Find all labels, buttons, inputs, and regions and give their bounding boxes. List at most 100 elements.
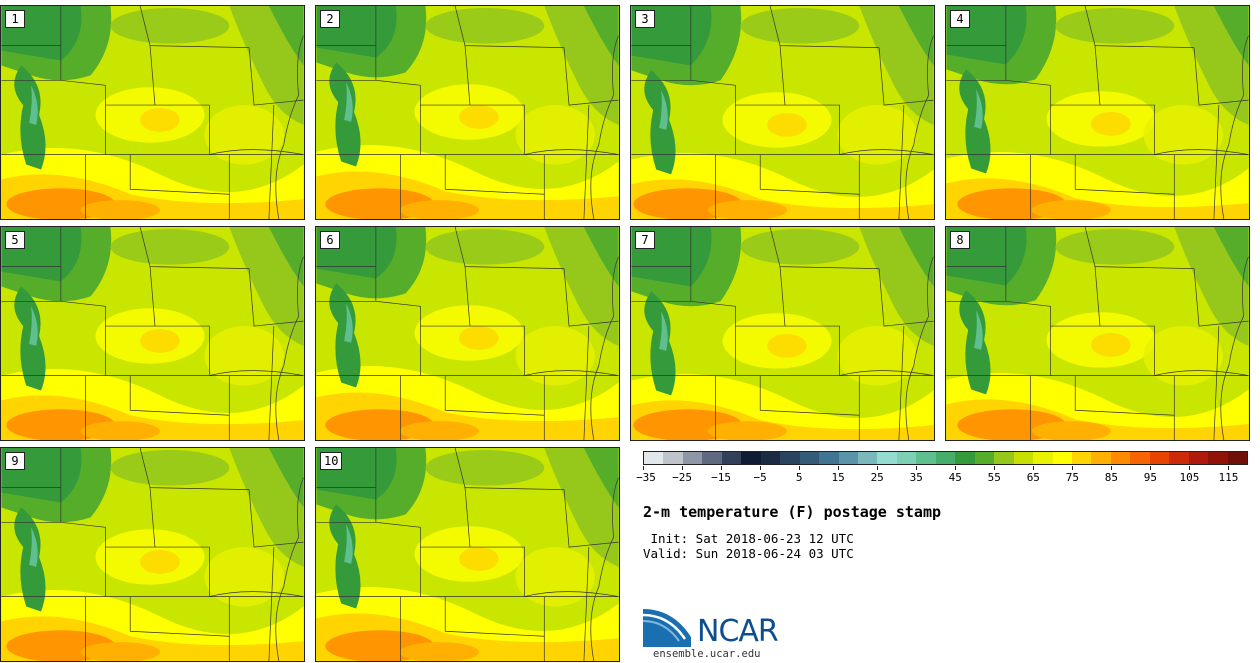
time-info: Init: Sat 2018-06-23 12 UTC Valid: Sun 2…	[643, 531, 854, 561]
river-line	[275, 35, 304, 219]
hot-spot	[707, 200, 787, 219]
init-time: Init: Sat 2018-06-23 12 UTC	[643, 531, 854, 546]
stamp-panel-10: 10	[315, 447, 620, 662]
colorbar-swatch	[819, 452, 839, 464]
panel-number: 7	[635, 231, 655, 249]
temperature-map	[631, 6, 934, 219]
state-boundary	[779, 45, 786, 106]
colorbar-swatch	[935, 452, 956, 464]
colorbar-tick	[1111, 466, 1113, 470]
state-boundary	[454, 227, 565, 269]
site-url[interactable]: ensemble.ucar.edu	[653, 648, 761, 660]
state-boundary	[1050, 104, 1155, 155]
hot-spot	[399, 421, 479, 440]
state-boundary	[1074, 154, 1175, 195]
warm-spot	[767, 112, 807, 137]
alpine-region	[974, 310, 983, 350]
state-boundary	[268, 326, 275, 440]
state-boundary	[1074, 375, 1175, 416]
colorbar-swatch	[799, 452, 820, 464]
colorbar-swatch	[663, 452, 683, 464]
stamp-panel-4: 4	[945, 5, 1250, 220]
cool-region	[110, 449, 230, 486]
mountain-region	[959, 69, 991, 174]
valid-time: Valid: Sun 2018-06-24 03 UTC	[643, 546, 854, 561]
state-boundary	[839, 370, 934, 376]
colorbar-swatch	[702, 452, 722, 464]
colorbar-swatch	[838, 452, 858, 464]
colorbar-ticks: −35 −25 −15 −5 5 15 25 35 45 55 65 75 85 95 105 115	[636, 466, 1248, 490]
colorbar-swatch	[1169, 452, 1189, 464]
state-boundary	[129, 154, 230, 195]
colorbar-swatch	[1227, 452, 1248, 464]
warm-spot	[140, 108, 180, 132]
colorbar-tick-label: −5	[753, 471, 767, 484]
temperature-map	[631, 227, 934, 440]
alpine-region	[29, 85, 38, 125]
state-boundary	[444, 596, 545, 637]
river-line	[590, 35, 619, 219]
colorbar-tick	[838, 466, 840, 470]
colorbar-tick-label: 25	[870, 471, 884, 484]
panel-number: 2	[320, 10, 340, 28]
state-boundary	[759, 154, 860, 195]
state-boundary	[454, 448, 565, 490]
panel-number: 8	[950, 231, 970, 249]
colorbar-tick-label: 115	[1218, 471, 1239, 484]
river-line	[905, 256, 934, 440]
state-boundary	[464, 45, 471, 106]
warm-region	[515, 105, 595, 165]
colorbar-swatch	[955, 452, 975, 464]
state-boundary	[129, 596, 230, 637]
temperature-map	[946, 227, 1249, 440]
colorbar-swatch	[741, 452, 761, 464]
cool-region	[1213, 6, 1249, 66]
warm-spot	[140, 550, 180, 574]
cool-region	[425, 449, 545, 486]
state-boundary	[268, 547, 275, 661]
state-boundary	[898, 105, 905, 219]
state-boundary	[375, 79, 421, 155]
state-boundary	[759, 375, 860, 416]
colorbar-swatch	[1208, 452, 1228, 464]
alpine-region	[29, 306, 38, 346]
state-boundary	[735, 104, 840, 155]
warm-region	[515, 326, 595, 386]
colorbar-tick	[1033, 466, 1035, 470]
state-boundary	[375, 521, 421, 597]
state-boundary	[563, 268, 619, 327]
mountain-region	[329, 283, 361, 388]
river-line	[590, 477, 619, 661]
state-boundary	[779, 266, 786, 327]
panel-number: 10	[320, 452, 343, 470]
cool-region	[110, 7, 230, 44]
hot-spot	[80, 642, 160, 661]
mountain-region	[14, 65, 46, 170]
state-boundary	[524, 149, 619, 155]
state-boundary	[1193, 47, 1249, 106]
state-boundary	[444, 154, 545, 195]
state-boundary	[563, 47, 619, 106]
state-boundary	[420, 325, 525, 376]
stamp-panel-8: 8	[945, 226, 1250, 441]
warm-spot	[1091, 333, 1131, 357]
colorbar-tick-label: 85	[1104, 471, 1118, 484]
state-boundary	[60, 300, 106, 376]
temperature-map	[316, 6, 619, 219]
cool-region	[583, 448, 619, 508]
colorbar-tick	[1150, 466, 1152, 470]
temperature-map	[1, 448, 304, 661]
mountain-region	[644, 291, 676, 396]
panel-number: 6	[320, 231, 340, 249]
colorbar-swatch	[896, 452, 917, 464]
temperature-map	[316, 448, 619, 661]
stamp-panel-6: 6	[315, 226, 620, 441]
colorbar-tick-label: 35	[909, 471, 923, 484]
state-boundary	[878, 268, 934, 327]
hot-spot	[80, 200, 160, 219]
state-boundary	[1005, 300, 1051, 376]
colorbar-tick-label: 45	[948, 471, 962, 484]
warm-spot	[459, 547, 499, 571]
warm-spot	[459, 326, 499, 350]
colorbar-tick-label: −25	[672, 471, 692, 484]
